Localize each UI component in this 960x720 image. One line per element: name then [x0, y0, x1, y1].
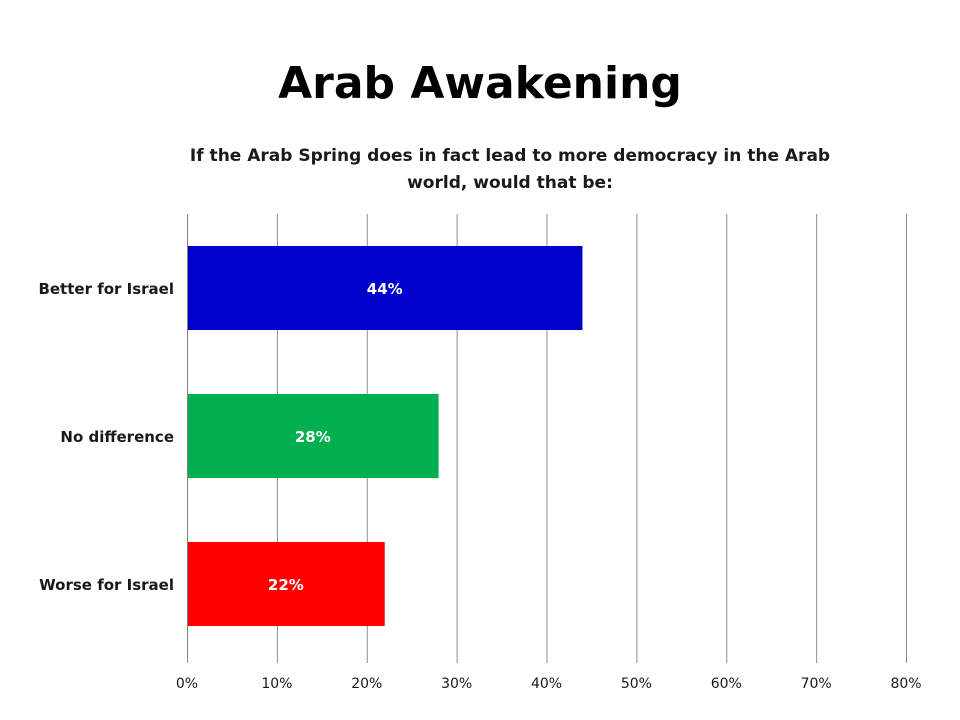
data-label-2: 22% [268, 576, 304, 594]
x-tick-label-7: 70% [801, 676, 832, 692]
x-tick-label-5: 50% [621, 676, 652, 692]
chart-title: If the Arab Spring does in fact lead to … [189, 146, 831, 193]
category-label-2: Worse for Israel [39, 576, 174, 594]
data-label-0: 44% [367, 280, 403, 298]
x-tick-label-8: 80% [890, 676, 921, 692]
x-tick-label-4: 40% [531, 676, 562, 692]
bar-1 [187, 394, 439, 478]
category-label-1: No difference [60, 428, 174, 446]
bar-0 [187, 246, 583, 330]
data-label-1: 28% [295, 428, 331, 446]
x-tick-label-3: 30% [441, 676, 472, 692]
bar-2 [187, 542, 385, 626]
x-tick-label-1: 10% [261, 676, 292, 692]
x-tick-label-2: 20% [351, 676, 382, 692]
slide-title: Arab Awakening [278, 58, 682, 109]
x-tick-label-0: 0% [176, 676, 198, 692]
x-tick-label-6: 60% [711, 676, 742, 692]
category-label-0: Better for Israel [38, 280, 174, 298]
